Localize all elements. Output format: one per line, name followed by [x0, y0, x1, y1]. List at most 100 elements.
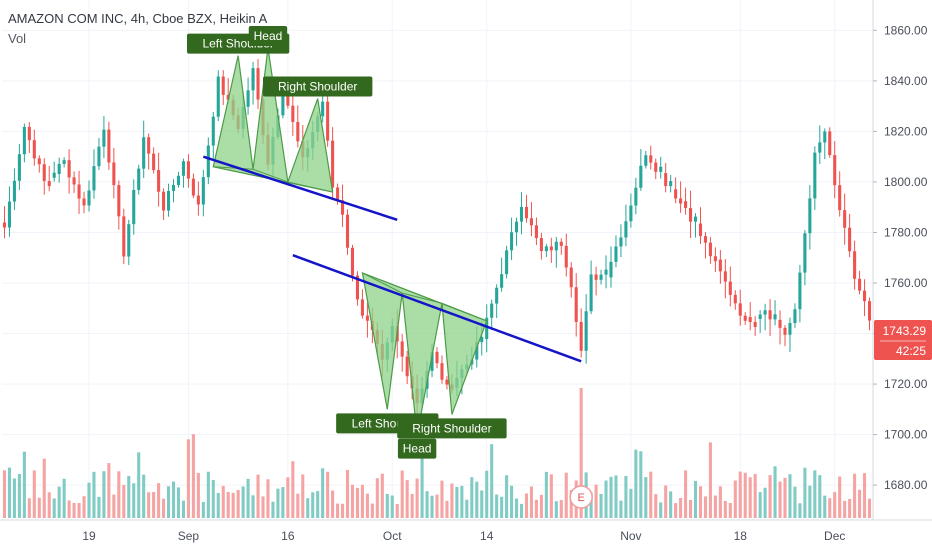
candle-body	[345, 214, 350, 248]
candle-body	[828, 131, 832, 156]
volume-bar	[440, 480, 444, 518]
candle-body	[321, 101, 325, 117]
volume-bar	[226, 492, 230, 518]
volume-bar	[435, 494, 439, 518]
volume-bar	[823, 495, 827, 518]
candle-body	[405, 356, 409, 377]
candle-body	[181, 161, 185, 176]
candle-body	[505, 250, 509, 275]
volume-bar	[858, 489, 862, 518]
pattern-label-bg	[248, 26, 288, 47]
price-tick-label: 1700.00	[884, 428, 928, 442]
volume-bar	[301, 474, 305, 518]
volume-bar	[639, 451, 643, 518]
volume-bar	[539, 494, 543, 518]
candle-body	[291, 105, 295, 122]
volume-bar	[698, 486, 703, 518]
volume-bar	[654, 494, 658, 518]
candle-body	[584, 311, 588, 351]
volume-bar	[256, 474, 260, 518]
candle-body	[619, 237, 623, 247]
candle-body	[92, 166, 96, 191]
candle-body	[445, 379, 449, 385]
volume-bar	[306, 498, 310, 518]
volume-bar	[82, 496, 86, 518]
candle-body	[435, 351, 439, 364]
volume-bar	[415, 478, 419, 518]
candle-body	[689, 208, 693, 222]
time-axis[interactable]: 19 Sep 16 Oct 14 Nov 18 Dec	[82, 529, 845, 543]
trendline	[292, 254, 582, 363]
volume-bar	[768, 475, 772, 518]
pattern-label: Head	[403, 442, 432, 456]
candle-body	[684, 201, 688, 209]
volume-bar	[22, 451, 26, 518]
volume-bar	[505, 475, 509, 518]
candle-body	[758, 314, 762, 319]
candle-body	[350, 247, 355, 276]
candle-body	[167, 190, 171, 211]
earnings-marker[interactable]: E	[569, 485, 593, 509]
volume-bar	[410, 493, 414, 518]
candle-body	[157, 170, 161, 192]
volume-bar	[524, 493, 529, 518]
volume-bar	[703, 496, 707, 518]
candle-body	[848, 227, 852, 252]
volume-bar	[191, 434, 195, 518]
candle-body	[336, 187, 340, 201]
volume-bar	[355, 487, 359, 518]
volume-bar	[281, 487, 285, 518]
volume-bar	[793, 486, 797, 518]
volume-bar	[211, 479, 215, 518]
time-tick-label: Oct	[383, 529, 402, 543]
candle-body	[604, 269, 608, 275]
pattern-label: Right Shoulder	[278, 80, 357, 94]
candle-body	[142, 137, 146, 169]
volume-bar	[380, 473, 384, 518]
candle-body	[152, 153, 156, 171]
candle-body	[42, 164, 46, 182]
candle-body	[32, 140, 36, 159]
volume-bar	[425, 491, 429, 518]
volume-bar	[331, 490, 335, 518]
candle-body	[2, 222, 7, 228]
volume-bar	[519, 503, 524, 518]
candle-body	[137, 168, 141, 190]
volume-bar	[649, 471, 653, 518]
pattern-label-bg	[262, 76, 373, 97]
pattern-label: Head	[254, 29, 283, 43]
candle-body	[669, 181, 673, 187]
candle-body	[286, 90, 290, 106]
volume-bar	[326, 471, 330, 518]
volume-bar	[664, 485, 668, 518]
volume-bar	[534, 499, 538, 518]
volume-bar	[599, 493, 603, 518]
volume-bar	[271, 501, 275, 518]
volume-bar	[634, 449, 638, 518]
candle-body	[833, 155, 837, 186]
volume-bar	[614, 475, 618, 518]
candle-body	[813, 152, 817, 199]
volume-bar	[485, 470, 489, 518]
volume-bar	[813, 470, 817, 518]
volume-bar	[579, 388, 583, 518]
volume-bar	[475, 481, 479, 518]
last-price-value: 1743.29	[883, 324, 927, 338]
volume-bar	[693, 480, 698, 518]
candle-body	[162, 191, 166, 211]
volume-bar	[7, 467, 11, 518]
volume-bar	[32, 470, 36, 518]
candle-body	[355, 275, 359, 300]
pattern-neckline	[362, 272, 487, 322]
pattern-label: Right Shoulder	[412, 421, 491, 435]
volume-bar	[554, 501, 558, 518]
volume-bar	[708, 442, 712, 518]
volume-bar	[341, 503, 345, 518]
candle-body	[201, 177, 205, 205]
price-tick-label: 1800.00	[884, 175, 928, 189]
volume-bar	[629, 488, 633, 518]
earnings-marker-circle[interactable]	[569, 485, 593, 509]
candle-body	[629, 205, 633, 222]
pattern-neckline	[213, 166, 333, 193]
